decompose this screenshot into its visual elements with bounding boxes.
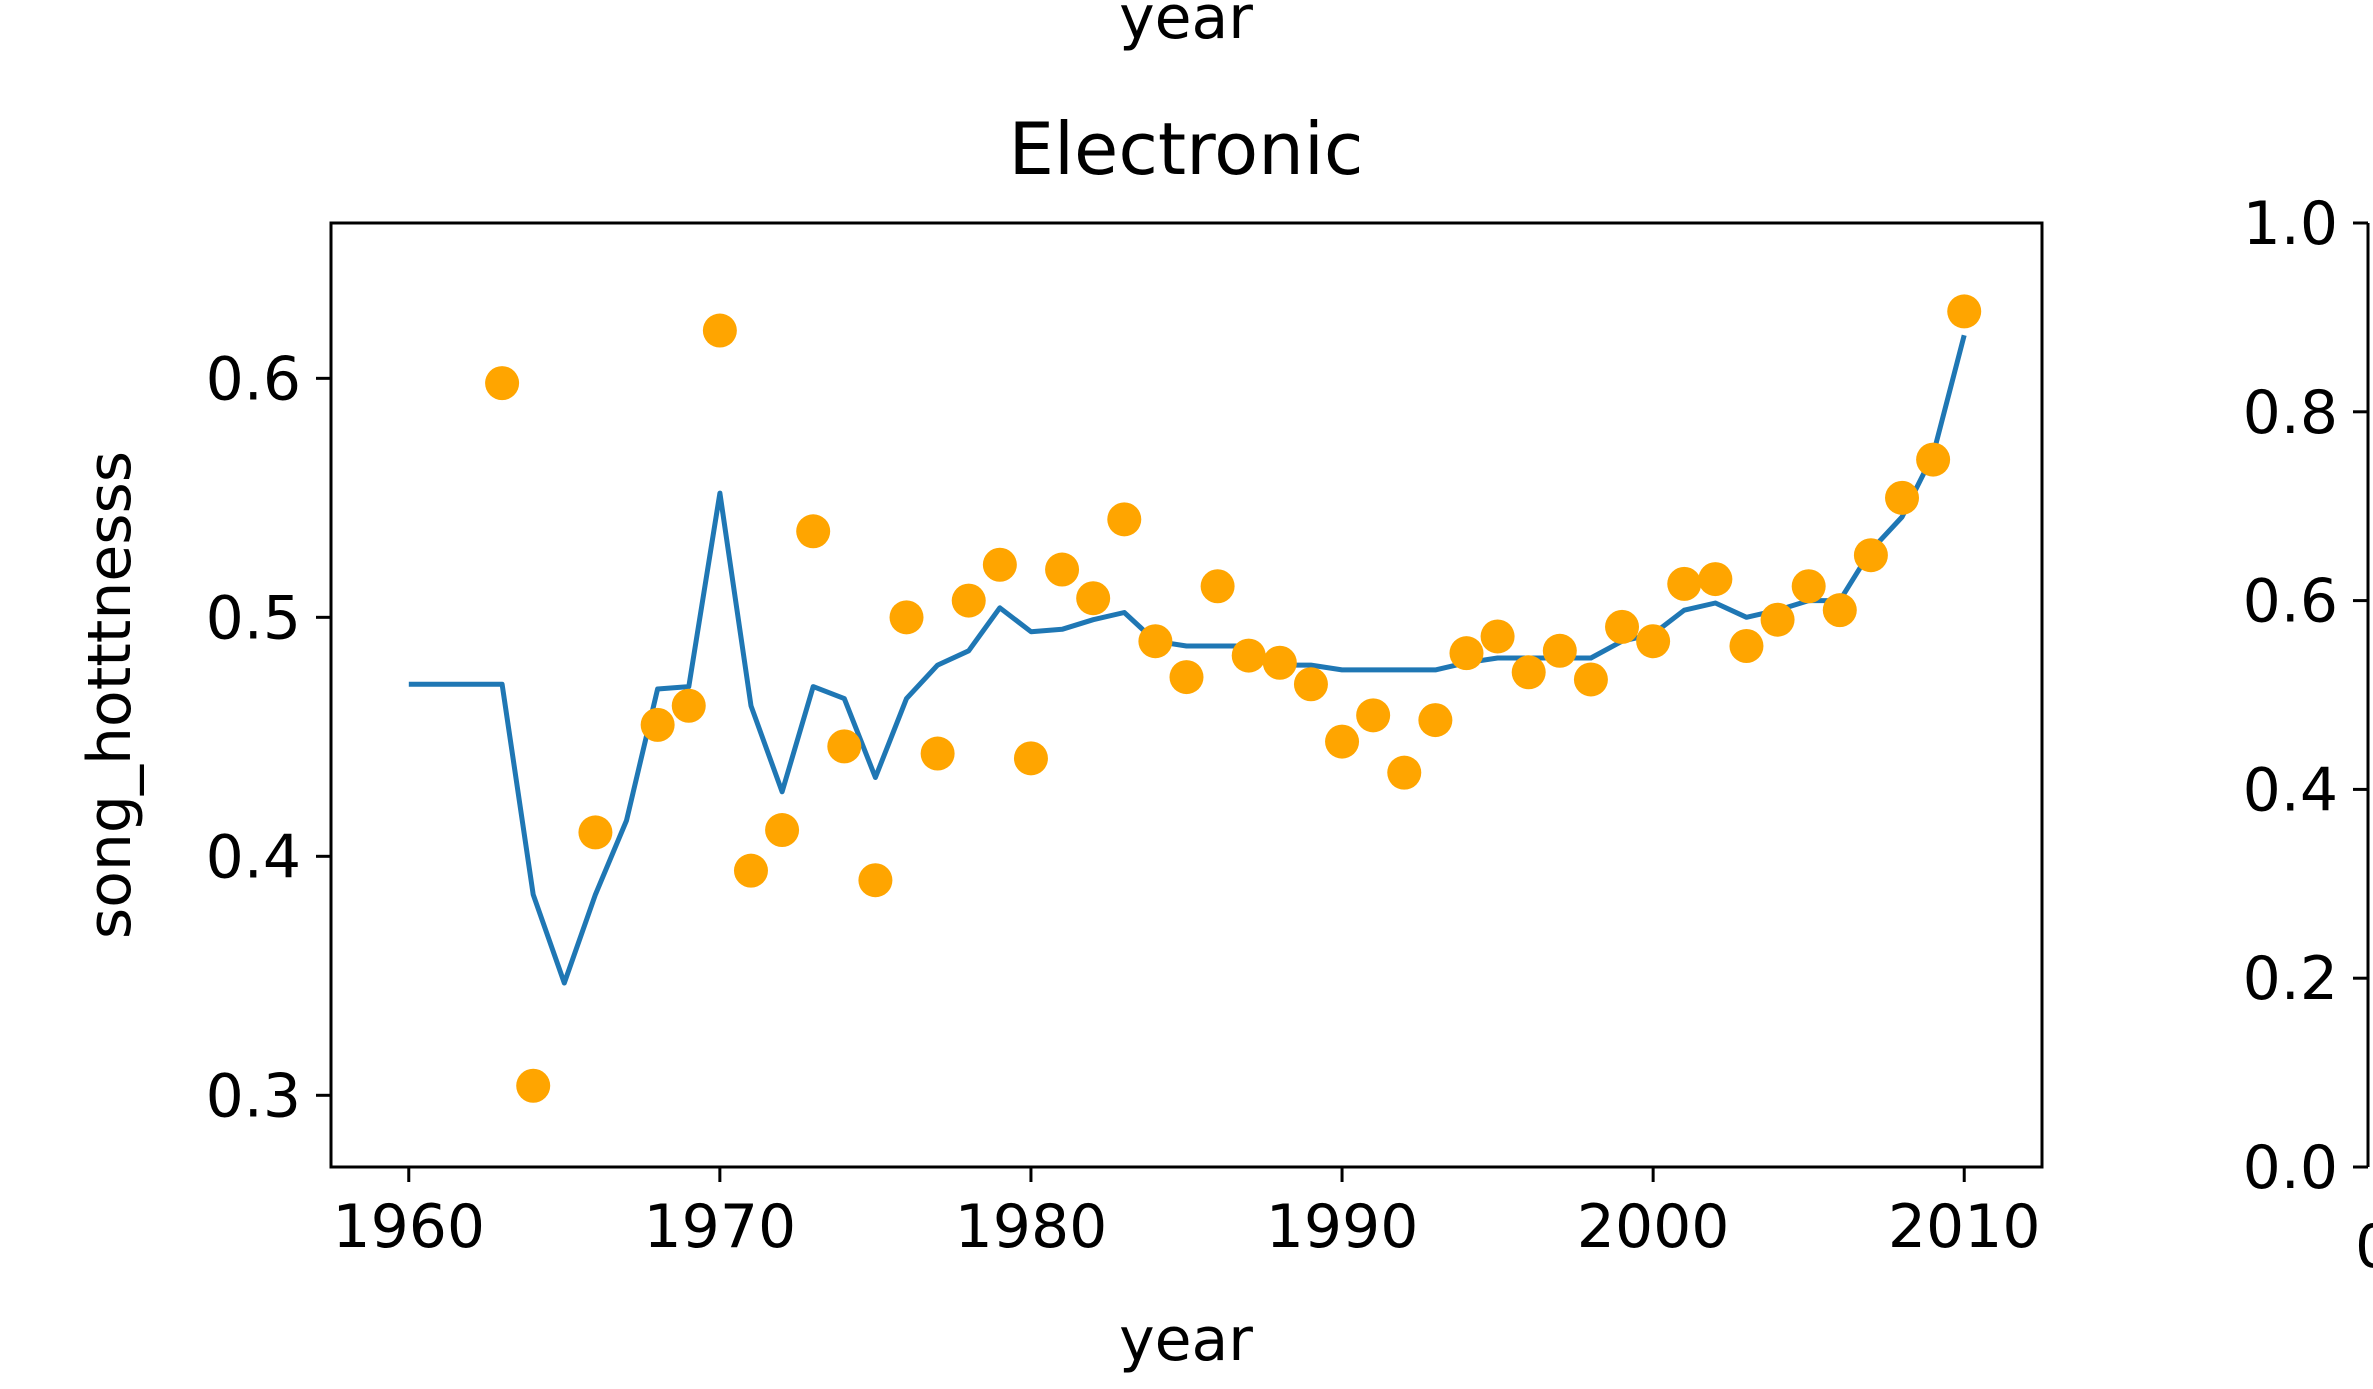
scatter-point [827,729,862,764]
line-series [408,334,1967,986]
right-partial-xtick: 0 [2355,1212,2373,1282]
scatter-point [516,1068,551,1103]
scatter-point [1045,552,1080,587]
y-tick-label: 0.3 [206,1061,301,1131]
scatter-point [1480,619,1515,654]
scatter-point [1853,538,1888,573]
x-tick-label: 1990 [1266,1192,1419,1262]
scatter-point [1076,581,1111,616]
scatter-point [1698,562,1733,597]
y-axis-label: song_hotttnesss [75,451,145,939]
x-tick-label: 2000 [1577,1192,1730,1262]
partial-xlabel-top: year [1119,0,1253,53]
x-tick-label: 2010 [1888,1192,2041,1262]
y-axis-left: 0.3 0.4 0.5 0.6 [206,344,331,1131]
scatter-point [1542,633,1577,668]
y-tick-label: 0.0 [2243,1133,2338,1203]
scatter-point [1293,667,1328,702]
y-tick-label: 0.5 [206,583,301,653]
y-tick-label: 0.6 [2243,567,2338,637]
scatter-point [1885,480,1920,515]
scatter-point [1231,638,1266,673]
scatter-point [1138,624,1173,659]
scatter-point [1791,569,1826,604]
scatter-point [671,688,706,723]
series-line [408,334,1967,986]
chart-title: Electronic [1009,107,1364,191]
right-subplot: 0.0 0.2 0.4 0.6 0.8 1.0 0 [2243,189,2373,1282]
y-tick-label: 0.4 [2243,755,2338,825]
plot-frame [329,221,2044,1169]
scatter-point [1729,629,1764,664]
left-subplot: Electronic 0.3 0.4 0.5 0.6 1960 1970 1980 1990… [75,107,2044,1375]
scatter-point [1605,609,1640,644]
x-tick-label: 1960 [332,1192,485,1262]
scatter-point [1262,645,1297,680]
scatter-point [1636,624,1671,659]
scatter-point [702,313,737,348]
scatter-point [1667,566,1702,601]
scatter-point [485,366,520,401]
scatter-point [1511,655,1546,690]
scatter-series [485,294,1982,1103]
y-tick-label: 1.0 [2243,189,2338,259]
scatter-point [982,547,1017,582]
scatter-point [1200,569,1235,604]
scatter-point [1107,502,1142,537]
scatter-point [1356,698,1391,733]
x-axis-label: year [1119,1305,1253,1375]
scatter-point [640,707,675,742]
scatter-point [1169,660,1204,695]
scatter-point [578,815,613,850]
scatter-point [796,514,831,549]
scatter-point [733,853,768,888]
scatter-point [1013,741,1048,776]
scatter-point [920,736,955,771]
scatter-point [1387,755,1422,790]
scatter-point [1822,593,1857,628]
scatter-point [1325,724,1360,759]
y-tick-label: 0.6 [206,344,301,414]
scatter-point [1573,662,1608,697]
scatter-point [1947,294,1982,329]
y-tick-label: 0.8 [2243,378,2338,448]
scatter-point [765,813,800,848]
y-tick-label: 0.4 [206,822,301,892]
y-axis-right-subplot: 0.0 0.2 0.4 0.6 0.8 1.0 [2243,189,2370,1203]
scatter-point [1449,636,1484,671]
y-tick-label: 0.2 [2243,944,2338,1014]
scatter-point [889,600,924,635]
x-tick-label: 1980 [955,1192,1108,1262]
scatter-point [951,583,986,618]
x-tick-label: 1970 [644,1192,797,1262]
scatter-point [858,863,893,898]
x-axis-bottom: 1960 1970 1980 1990 2000 2010 [332,1167,2041,1262]
scatter-point [1760,602,1795,637]
scatter-point [1418,703,1453,738]
scatter-point [1916,442,1951,477]
